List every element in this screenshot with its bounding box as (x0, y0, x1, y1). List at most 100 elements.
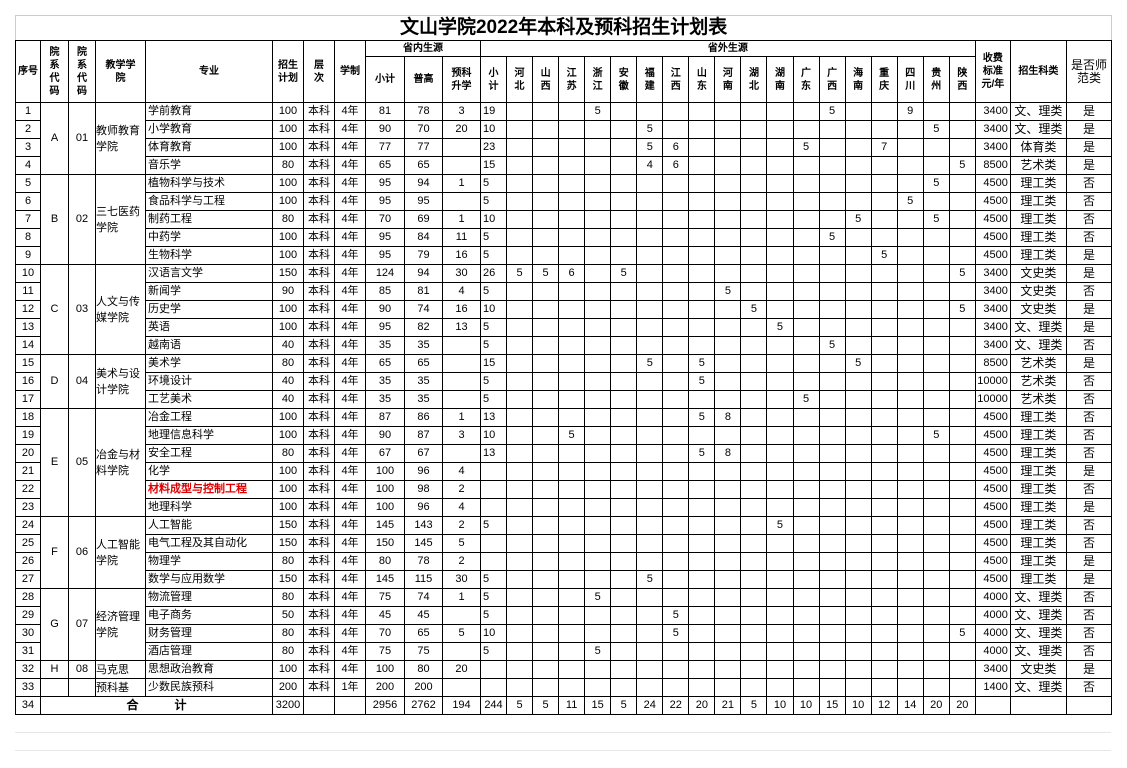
province-cell[interactable] (766, 570, 794, 589)
total-province-cell[interactable]: 12 (870, 696, 898, 715)
province-cell[interactable]: 5 (584, 642, 612, 661)
total-province-cell[interactable]: 5 (505, 696, 534, 715)
in-subtotal-cell[interactable]: 145 (365, 570, 405, 589)
normal-school-cell[interactable]: 否 (1065, 192, 1113, 211)
province-cell[interactable] (740, 336, 768, 355)
in-prep-cell[interactable]: 1 (442, 210, 481, 229)
province-cell[interactable] (766, 354, 794, 373)
province-cell[interactable] (662, 228, 690, 247)
province-cell[interactable] (610, 552, 638, 571)
province-cell[interactable] (740, 642, 768, 661)
level-cell[interactable]: 本科 (303, 426, 335, 445)
fee-cell[interactable]: 3400 (974, 120, 1011, 139)
fee-cell[interactable]: 4500 (974, 570, 1011, 589)
province-cell[interactable] (896, 606, 924, 625)
out-subtotal-cell[interactable]: 5 (480, 516, 507, 535)
province-cell[interactable] (948, 570, 976, 589)
seq-cell[interactable]: 14 (15, 336, 41, 355)
duration-cell[interactable]: 4年 (334, 336, 366, 355)
in-prep-cell[interactable] (442, 390, 481, 409)
normal-school-cell[interactable]: 否 (1065, 336, 1113, 355)
province-cell[interactable] (636, 588, 664, 607)
province-cell[interactable] (792, 372, 820, 391)
province-cell[interactable] (714, 354, 742, 373)
in-general-cell[interactable]: 143 (404, 516, 443, 535)
province-cell[interactable] (922, 318, 950, 337)
province-cell[interactable]: 5 (584, 588, 612, 607)
college-code-cell[interactable]: 05 (68, 408, 96, 517)
province-cell[interactable] (688, 552, 716, 571)
province-cell[interactable] (636, 264, 664, 283)
province-cell[interactable] (584, 534, 612, 553)
province-cell[interactable] (948, 588, 976, 607)
in-subtotal-cell[interactable]: 100 (365, 480, 405, 499)
province-cell[interactable] (844, 300, 872, 319)
province-cell[interactable] (714, 660, 742, 679)
province-cell[interactable] (740, 102, 768, 121)
out-subtotal-cell[interactable]: 15 (480, 354, 507, 373)
header-province[interactable]: 山西 (532, 56, 560, 103)
province-cell[interactable] (584, 300, 612, 319)
out-subtotal-cell[interactable]: 19 (480, 102, 507, 121)
province-cell[interactable] (844, 408, 872, 427)
seq-cell[interactable]: 20 (15, 444, 41, 463)
major-cell[interactable]: 地理信息科学 (145, 426, 273, 445)
category-cell[interactable]: 文、理类 (1009, 102, 1067, 121)
province-cell[interactable] (870, 300, 898, 319)
level-cell[interactable]: 本科 (303, 120, 335, 139)
in-prep-cell[interactable]: 30 (442, 264, 481, 283)
province-cell[interactable] (922, 534, 950, 553)
in-prep-cell[interactable]: 5 (442, 624, 481, 643)
province-cell[interactable] (532, 102, 560, 121)
province-cell[interactable] (818, 624, 846, 643)
seq-cell[interactable]: 26 (15, 552, 41, 571)
province-cell[interactable] (792, 660, 820, 679)
province-cell[interactable] (766, 174, 794, 193)
province-cell[interactable] (688, 300, 716, 319)
in-general-cell[interactable]: 94 (404, 174, 443, 193)
major-cell[interactable]: 美术学 (145, 354, 273, 373)
in-subtotal-cell[interactable]: 45 (365, 606, 405, 625)
province-cell[interactable] (558, 120, 586, 139)
province-cell[interactable] (662, 570, 690, 589)
province-cell[interactable] (896, 408, 924, 427)
province-cell[interactable] (584, 120, 612, 139)
in-subtotal-cell[interactable]: 85 (365, 282, 405, 301)
province-cell[interactable] (740, 678, 768, 697)
province-cell[interactable] (584, 678, 612, 697)
normal-school-cell[interactable]: 否 (1065, 678, 1113, 697)
plan-cell[interactable]: 40 (272, 372, 304, 391)
province-cell[interactable]: 5 (688, 408, 716, 427)
province-cell[interactable] (505, 678, 534, 697)
province-cell[interactable] (558, 588, 586, 607)
province-cell[interactable] (610, 228, 638, 247)
province-cell[interactable]: 6 (558, 264, 586, 283)
province-cell[interactable] (766, 246, 794, 265)
total-province-cell[interactable]: 21 (714, 696, 742, 715)
province-cell[interactable] (818, 192, 846, 211)
seq-cell[interactable]: 15 (15, 354, 41, 373)
header-province[interactable]: 河北 (505, 56, 534, 103)
plan-cell[interactable]: 80 (272, 552, 304, 571)
province-cell[interactable] (766, 264, 794, 283)
province-cell[interactable] (948, 516, 976, 535)
in-subtotal-cell[interactable]: 70 (365, 624, 405, 643)
province-cell[interactable] (844, 570, 872, 589)
duration-cell[interactable]: 4年 (334, 228, 366, 247)
header-normal-school[interactable]: 是否师范类 (1065, 40, 1113, 103)
province-cell[interactable] (766, 372, 794, 391)
province-cell[interactable] (922, 462, 950, 481)
province-cell[interactable] (714, 228, 742, 247)
province-cell[interactable] (870, 372, 898, 391)
major-cell[interactable]: 少数民族预科 (145, 678, 273, 697)
normal-school-cell[interactable]: 是 (1065, 498, 1113, 517)
province-cell[interactable] (844, 372, 872, 391)
level-cell[interactable]: 本科 (303, 642, 335, 661)
province-cell[interactable] (532, 642, 560, 661)
province-cell[interactable] (636, 606, 664, 625)
plan-cell[interactable]: 100 (272, 318, 304, 337)
header-province[interactable]: 海南 (844, 56, 872, 103)
province-cell[interactable] (740, 318, 768, 337)
in-prep-cell[interactable] (442, 336, 481, 355)
province-cell[interactable] (766, 552, 794, 571)
